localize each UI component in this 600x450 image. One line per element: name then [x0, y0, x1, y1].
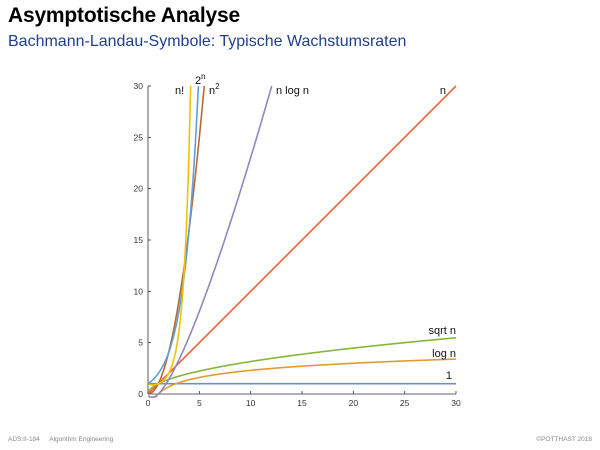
x-tick-label: 5: [197, 398, 202, 408]
y-tick-label: 0: [138, 389, 143, 399]
footer-course-info: ADS:II-184 Algorithm Engineering: [8, 436, 121, 443]
series-line-7: [148, 85, 192, 386]
series-label-n-squared: n2: [209, 82, 220, 97]
footer-copyright: ©POTTHAST 2018: [536, 436, 592, 443]
y-tick-label: 20: [134, 184, 144, 194]
x-tick-label: 20: [349, 398, 359, 408]
series-label-n: n: [440, 85, 446, 97]
x-tick-label: 0: [146, 398, 151, 408]
series-label-2-power-n: 2n: [195, 72, 206, 87]
y-tick-label: 15: [134, 235, 144, 245]
footer-course-name: Algorithm Engineering: [49, 436, 114, 443]
y-tick-label: 10: [134, 286, 144, 296]
series-line-3: [147, 85, 457, 395]
series-label-n-log-n: n log n: [276, 85, 309, 97]
y-tick-label: 25: [134, 132, 144, 142]
series-label-n-factorial: n!: [175, 85, 184, 97]
series-label-log-n: log n: [432, 348, 456, 360]
x-tick-label: 10: [246, 398, 256, 408]
slide-title: Asymptotische Analyse: [8, 4, 240, 27]
series-line-1: [154, 358, 457, 398]
series-line-6: [147, 85, 200, 385]
series-line-4: [147, 85, 273, 398]
x-tick-label: 25: [400, 398, 410, 408]
slide-subtitle: Bachmann-Landau-Symbole: Typische Wachst…: [8, 33, 407, 50]
x-tick-label: 15: [297, 398, 307, 408]
series-line-2: [147, 336, 457, 393]
y-tick-label: 5: [138, 338, 143, 348]
series-label-sqrt-n: sqrt n: [428, 325, 456, 337]
series-label-1: 1: [446, 370, 452, 382]
y-tick-label: 30: [134, 81, 144, 91]
x-tick-label: 30: [451, 398, 461, 408]
footer-course-id: ADS:II-184: [8, 436, 40, 443]
